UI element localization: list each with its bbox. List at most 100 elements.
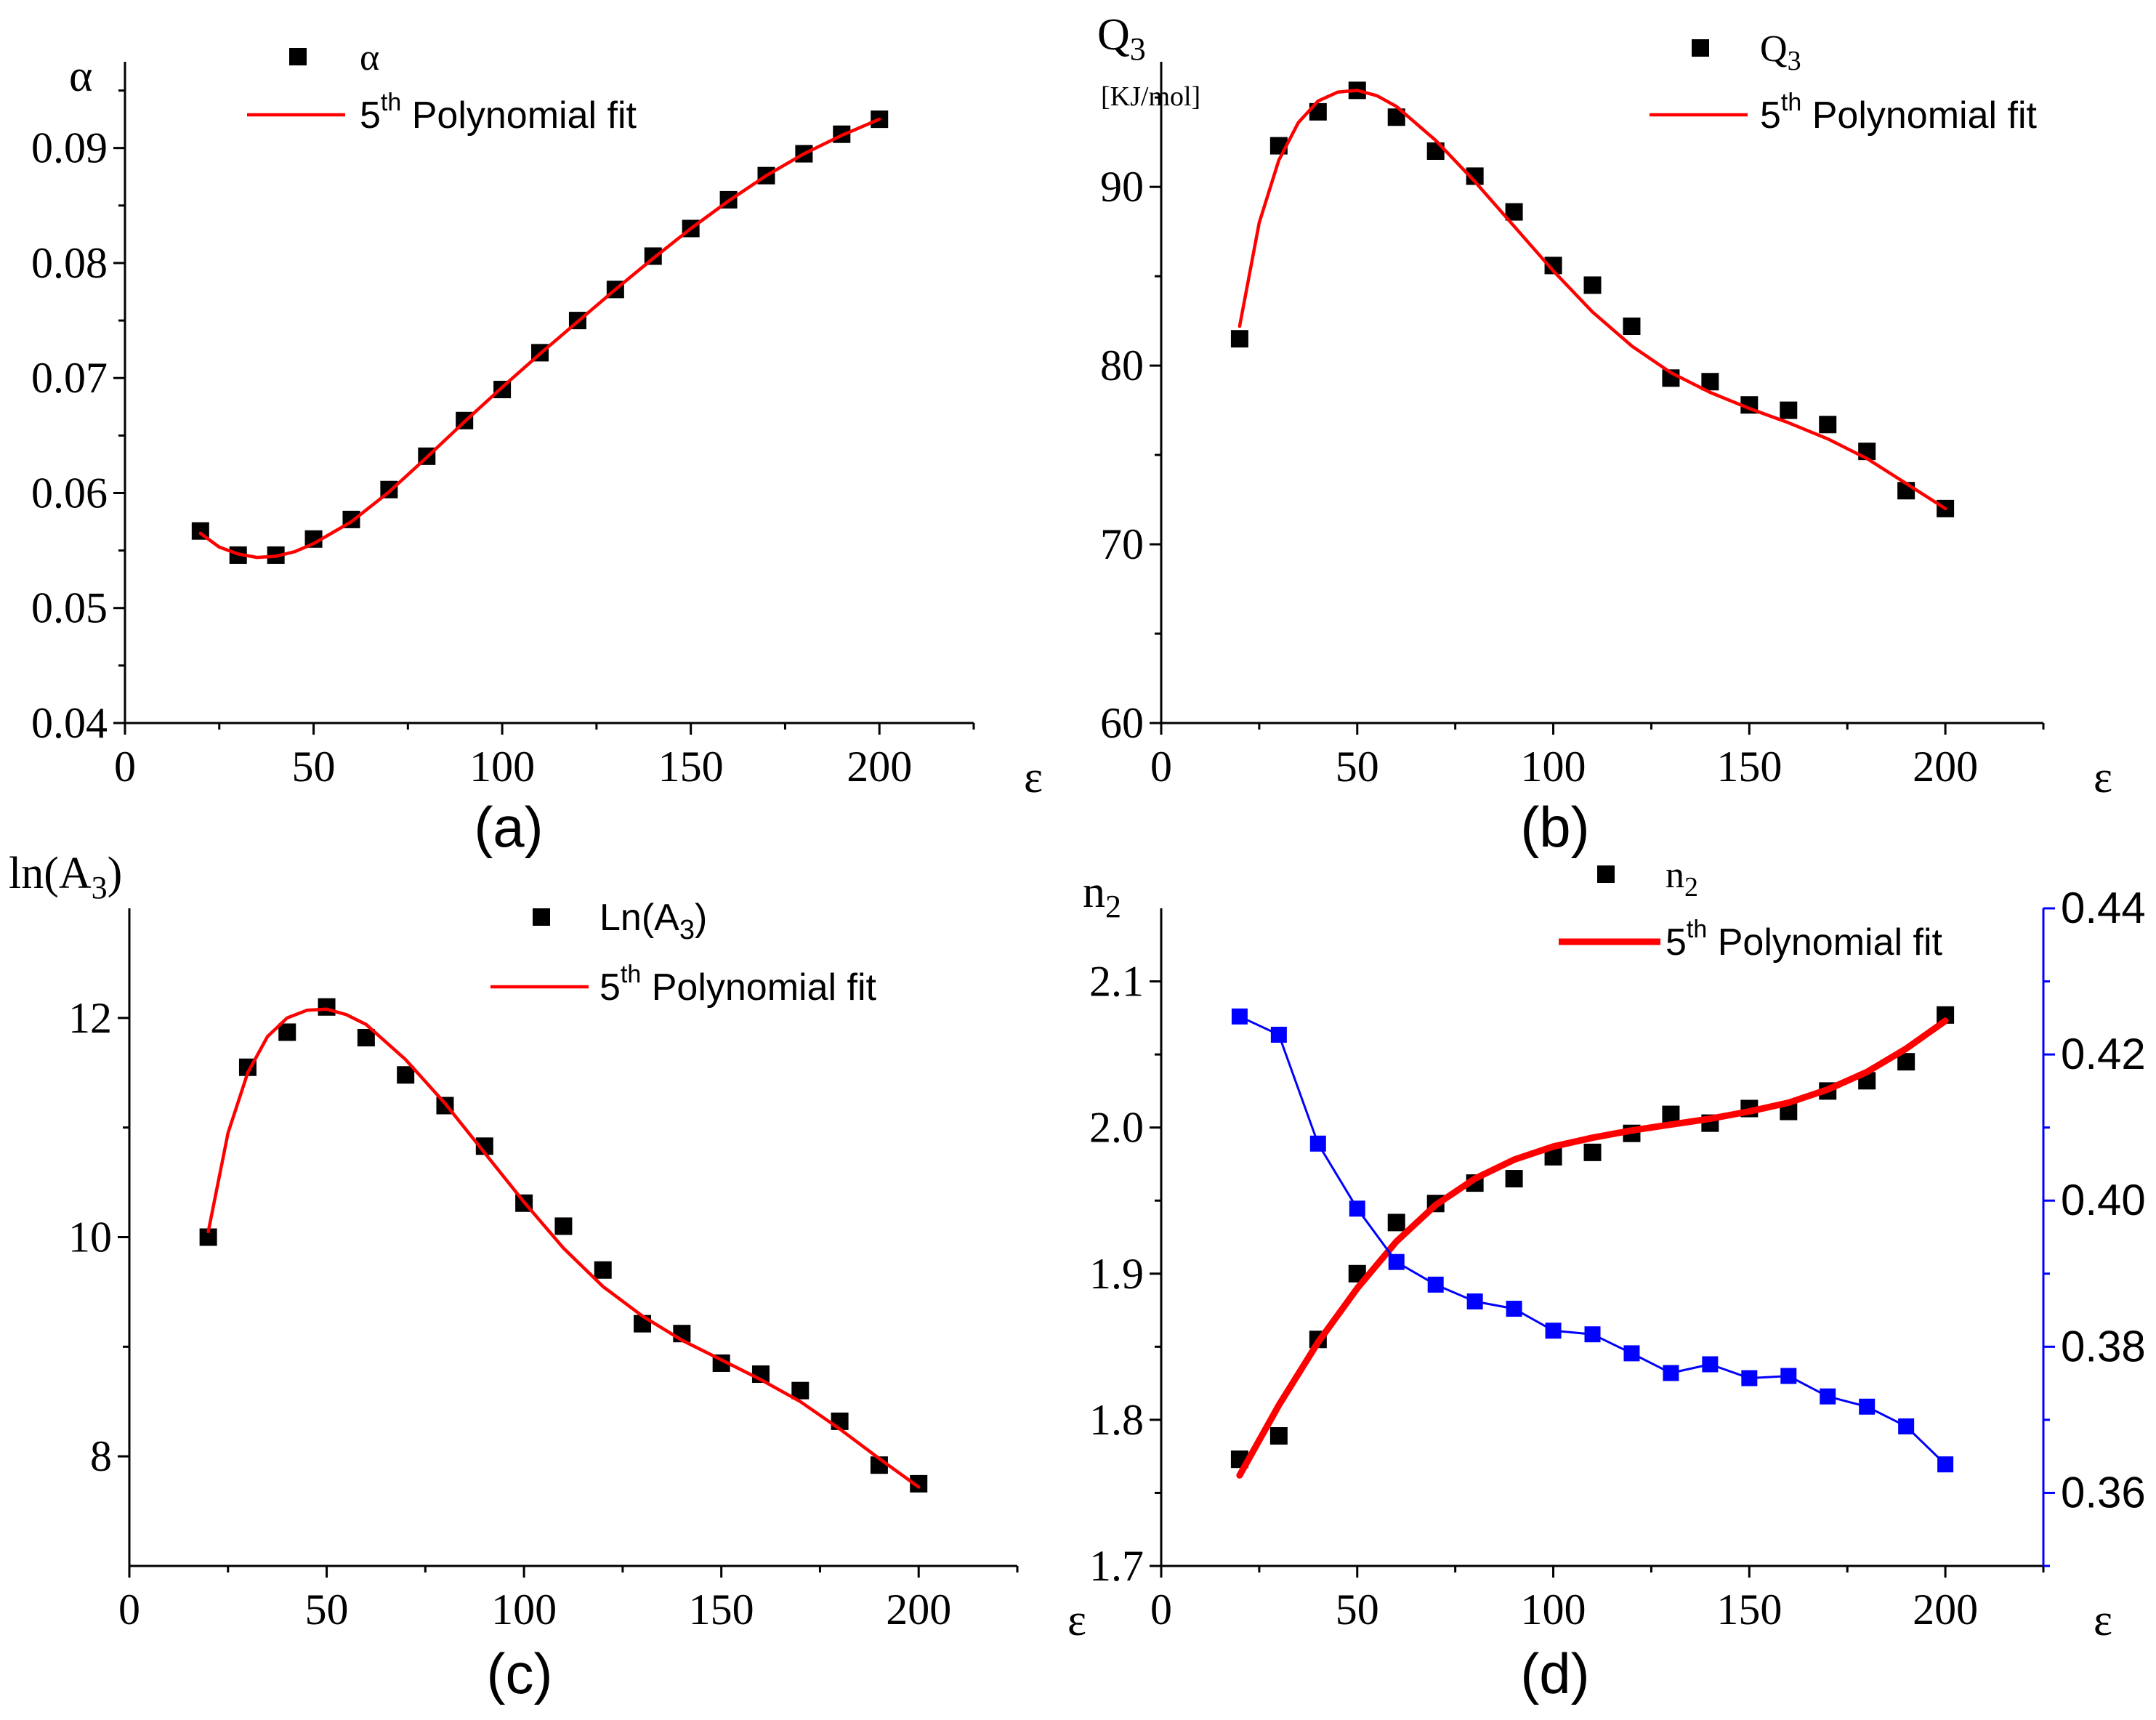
blue-data-point bbox=[1780, 1368, 1797, 1384]
y-axis-unit: [KJ/mol] bbox=[1101, 81, 1200, 112]
legend-label-data: α bbox=[360, 37, 379, 78]
x-tick-label: 50 bbox=[1336, 1586, 1379, 1634]
y-tick-label: 0.07 bbox=[31, 354, 108, 402]
y-tick-label: 0.05 bbox=[31, 584, 108, 632]
legend-label-fit: 5th Polynomial fit bbox=[1760, 89, 2038, 137]
legend-marker-data bbox=[289, 48, 307, 65]
data-point bbox=[554, 1217, 573, 1235]
y-axis-title-subscript: 3 bbox=[92, 870, 108, 905]
legend-label-fit: 5th Polynomial fit bbox=[1666, 916, 1943, 964]
legend-marker-data bbox=[1597, 865, 1615, 883]
legend-label-data: Ln(A3) bbox=[599, 897, 707, 945]
x-tick-label: 0 bbox=[1150, 1586, 1172, 1634]
legend-marker-data bbox=[533, 908, 550, 926]
y2-tick-label: 0.42 bbox=[2061, 1030, 2146, 1078]
x-tick-label: 100 bbox=[1521, 743, 1586, 791]
data-point bbox=[1230, 330, 1248, 348]
legend-label-fit-rest: Polynomial fit bbox=[401, 94, 637, 137]
y2-tick-label: 0.38 bbox=[2061, 1322, 2146, 1370]
blue-data-point bbox=[1545, 1323, 1562, 1339]
x-axis-title: ε bbox=[2094, 753, 2112, 802]
y-axis-title-subscript: 3 bbox=[1130, 31, 1146, 67]
y-tick-label: 1.7 bbox=[1089, 1542, 1144, 1590]
x-tick-label: 100 bbox=[1521, 1586, 1586, 1634]
blue-data-point bbox=[1231, 1008, 1248, 1025]
legend-label-fit-rest: Polynomial fit bbox=[1707, 921, 1942, 964]
data-point bbox=[1387, 1214, 1405, 1232]
legend-label-main: α bbox=[360, 37, 379, 78]
y-axis-title-main: Q bbox=[1097, 10, 1130, 60]
data-point bbox=[1701, 373, 1719, 391]
y-tick-label: 0.04 bbox=[31, 699, 108, 747]
y-tick-label: 1.9 bbox=[1089, 1250, 1144, 1298]
data-point bbox=[1897, 1053, 1915, 1071]
legend-label-fit-num: 5 bbox=[1760, 94, 1781, 137]
legend-label-main: Ln(A bbox=[599, 897, 679, 939]
x-tick-label: 50 bbox=[305, 1586, 349, 1634]
y-axis-title: ln(A3) bbox=[9, 849, 122, 905]
x-tick-label: 200 bbox=[886, 1586, 951, 1634]
fit-curve bbox=[1236, 1017, 1949, 1479]
blue-data-point bbox=[1898, 1418, 1915, 1434]
x-tick-label: 150 bbox=[1716, 743, 1782, 791]
x-tick-label: 150 bbox=[658, 743, 724, 791]
legend-label-subscript: 2 bbox=[1684, 872, 1698, 903]
y-tick-label: 12 bbox=[68, 994, 112, 1042]
legend: n2 5th Polynomial fit bbox=[1559, 855, 1943, 964]
legend-label-fit-rest: Polynomial fit bbox=[1801, 94, 2037, 137]
data-point bbox=[1623, 318, 1641, 335]
y-axis-title-main: α bbox=[69, 52, 92, 101]
data-point bbox=[594, 1261, 612, 1279]
blue-data-point bbox=[1309, 1135, 1326, 1152]
data-point bbox=[1662, 1105, 1680, 1123]
legend-marker-data bbox=[1692, 39, 1709, 57]
data-point bbox=[1819, 416, 1837, 434]
blue-data-point bbox=[1270, 1026, 1287, 1043]
legend: Ln(A3) 5th Polynomial fit bbox=[490, 897, 877, 1009]
fit-curve bbox=[206, 1007, 921, 1489]
y-tick-label: 0.06 bbox=[31, 469, 108, 517]
y-tick-label: 2.0 bbox=[1089, 1104, 1144, 1152]
y-axis-title-main: n bbox=[1083, 868, 1105, 917]
x-tick-label: 200 bbox=[1913, 743, 1978, 791]
x-axis-title: ε bbox=[2094, 1596, 2112, 1645]
x-tick-label: 100 bbox=[491, 1586, 557, 1634]
x-tick-label: 200 bbox=[847, 743, 912, 791]
data-point bbox=[791, 1381, 809, 1400]
x-tick-label: 50 bbox=[1336, 743, 1379, 791]
data-point bbox=[1583, 1143, 1602, 1161]
blue-data-point bbox=[1466, 1293, 1483, 1309]
blue-data-point bbox=[1388, 1253, 1405, 1270]
legend-label-fit-num: 5 bbox=[599, 966, 621, 1009]
data-point bbox=[1269, 1427, 1288, 1445]
legend-label-data: n2 bbox=[1666, 855, 1698, 903]
legend-label-close: ) bbox=[695, 897, 707, 939]
x-tick-label: 200 bbox=[1913, 1586, 1978, 1634]
x-axis-title: ε bbox=[1067, 1596, 1086, 1645]
x-tick-label: 0 bbox=[114, 743, 136, 791]
data-point bbox=[278, 1023, 296, 1041]
legend-label-subscript: 3 bbox=[679, 915, 695, 945]
legend-label-subscript: 3 bbox=[1788, 46, 1801, 76]
x-tick-label: 50 bbox=[292, 743, 336, 791]
y-tick-label: 8 bbox=[90, 1432, 112, 1480]
y2-tick-label: 0.40 bbox=[2061, 1176, 2146, 1224]
blue-data-point bbox=[1349, 1200, 1365, 1217]
legend-label-fit-superscript: th bbox=[621, 961, 641, 988]
legend-label-fit: 5th Polynomial fit bbox=[599, 961, 877, 1009]
blue-data-point bbox=[1623, 1345, 1640, 1362]
blue-data-point bbox=[1584, 1326, 1601, 1343]
y-axis-title-subscript: 2 bbox=[1105, 889, 1121, 924]
legend-label-fit-superscript: th bbox=[1687, 916, 1707, 943]
y-tick-label: 1.8 bbox=[1089, 1396, 1144, 1444]
x-tick-label: 150 bbox=[689, 1586, 754, 1634]
y2-tick-label: 0.36 bbox=[2061, 1468, 2146, 1517]
panel-label: (c) bbox=[487, 1642, 553, 1705]
data-point bbox=[1505, 1170, 1523, 1188]
panel-a: 0 50 100 150 200 0.04 0.05 0.06 0.07 0.08 0.09 ε α (a… bbox=[31, 37, 1043, 859]
y-axis-title-main: ln(A bbox=[9, 849, 92, 898]
y-axis-title: Q3 bbox=[1097, 10, 1146, 67]
y-axis-title: α bbox=[69, 52, 92, 101]
data-point bbox=[397, 1066, 415, 1084]
